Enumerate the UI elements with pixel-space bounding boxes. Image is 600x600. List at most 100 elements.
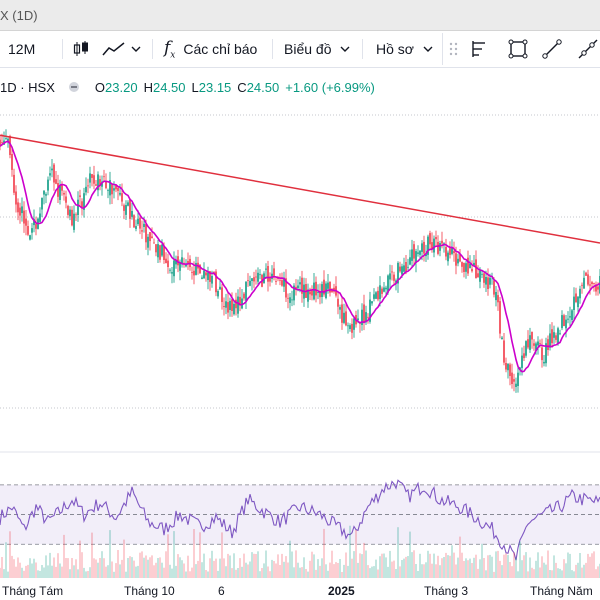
candle-body bbox=[187, 261, 189, 264]
volume-bar bbox=[47, 565, 49, 578]
ma-line bbox=[0, 140, 600, 373]
candle-body bbox=[181, 257, 183, 264]
candle-body bbox=[43, 190, 45, 195]
volume-bar bbox=[513, 552, 515, 578]
volume-bar bbox=[153, 565, 155, 578]
interval-selector[interactable]: 12M bbox=[8, 31, 35, 67]
candle-body bbox=[111, 183, 113, 195]
candle-body bbox=[81, 201, 83, 207]
candle-body bbox=[379, 285, 381, 299]
volume-bar bbox=[235, 569, 237, 578]
line-chart-icon bbox=[102, 42, 125, 56]
candle-body bbox=[557, 328, 559, 345]
candles-type-button[interactable] bbox=[72, 31, 90, 67]
volume-bar bbox=[33, 558, 35, 578]
candle-body bbox=[319, 292, 321, 298]
chart-type-dropdown[interactable] bbox=[130, 31, 142, 67]
ray-line-icon[interactable] bbox=[577, 38, 599, 60]
volume-bar bbox=[289, 540, 291, 578]
candle-body bbox=[341, 304, 343, 323]
volume-bar bbox=[471, 563, 473, 578]
candle-body bbox=[513, 379, 515, 382]
candle-body bbox=[547, 339, 549, 350]
volume-bar bbox=[203, 553, 205, 578]
volume-bar bbox=[61, 566, 63, 578]
volume-bar bbox=[223, 558, 225, 578]
candle-body bbox=[581, 284, 583, 286]
candle-body bbox=[51, 168, 53, 171]
price-chart[interactable] bbox=[0, 0, 600, 584]
candle-body bbox=[369, 299, 371, 322]
candle-body bbox=[97, 174, 99, 191]
volume-bar bbox=[361, 554, 363, 578]
volume-bar bbox=[171, 568, 173, 578]
volume-bar bbox=[279, 565, 281, 578]
volume-bar bbox=[255, 554, 257, 578]
volume-bar bbox=[313, 554, 315, 578]
volume-bar bbox=[295, 550, 297, 578]
volume-bar bbox=[293, 567, 295, 578]
volume-bar bbox=[119, 564, 121, 578]
candle-body bbox=[0, 139, 1, 147]
volume-bar bbox=[595, 569, 597, 578]
volume-bar bbox=[479, 559, 481, 578]
candle-body bbox=[307, 289, 309, 302]
x-axis-label: 6 bbox=[218, 584, 225, 598]
volume-bar bbox=[485, 570, 487, 578]
chart-style-button[interactable]: Biểu đồ bbox=[284, 31, 351, 67]
volume-bar bbox=[351, 558, 353, 578]
volume-bar bbox=[183, 563, 185, 578]
candle-body bbox=[323, 279, 325, 295]
volume-bar bbox=[409, 531, 411, 578]
volume-bar bbox=[315, 569, 317, 578]
volume-bar bbox=[341, 572, 343, 578]
hide-series-icon[interactable] bbox=[68, 82, 79, 92]
drawing-toolbar bbox=[442, 33, 600, 65]
profile-button[interactable]: Hồ sơ bbox=[376, 31, 434, 67]
drag-handle-icon[interactable] bbox=[449, 41, 459, 57]
candle-body bbox=[539, 343, 541, 344]
candle-body bbox=[579, 288, 581, 299]
candle-body bbox=[11, 154, 13, 170]
candle-body bbox=[117, 187, 119, 191]
volume-bar bbox=[193, 529, 195, 578]
candle-body bbox=[5, 138, 7, 139]
trend-line-icon[interactable] bbox=[541, 38, 563, 60]
volume-bar bbox=[63, 534, 65, 578]
chart-gridlines bbox=[0, 114, 600, 453]
low-label: L bbox=[191, 79, 199, 95]
volume-bar bbox=[597, 566, 599, 578]
volume-bar bbox=[117, 550, 119, 578]
volume-bar bbox=[555, 562, 557, 578]
volume-bar bbox=[39, 570, 41, 578]
volume-bar bbox=[403, 558, 405, 578]
volume-bar bbox=[389, 550, 391, 578]
candle-body bbox=[9, 136, 11, 155]
volume-bar bbox=[201, 562, 203, 578]
candle-body bbox=[141, 230, 143, 232]
volume-bar bbox=[455, 564, 457, 578]
candle-body bbox=[209, 271, 211, 282]
indicators-button[interactable]: fx Các chỉ báo bbox=[164, 31, 257, 67]
volume-bar bbox=[557, 568, 559, 578]
chevron-down-icon bbox=[340, 46, 350, 52]
volume-bar bbox=[567, 552, 569, 578]
volume-bar bbox=[261, 568, 263, 578]
candle-body bbox=[131, 211, 133, 217]
volume-bar bbox=[253, 553, 255, 578]
volume-bar bbox=[221, 532, 223, 578]
volume-bar bbox=[393, 560, 395, 578]
rectangle-icon[interactable] bbox=[507, 38, 529, 60]
line-type-button[interactable] bbox=[102, 31, 126, 67]
volume-bar bbox=[13, 559, 15, 578]
volume-bar bbox=[585, 562, 587, 578]
candle-body bbox=[185, 264, 187, 267]
volume-bar bbox=[209, 558, 211, 578]
high-label: H bbox=[143, 79, 153, 95]
fib-levels-icon[interactable] bbox=[469, 39, 489, 59]
trendline-drawing[interactable] bbox=[0, 134, 600, 244]
volume-bar bbox=[99, 558, 101, 578]
open-value: 23.20 bbox=[105, 79, 138, 95]
candle-body bbox=[329, 281, 331, 293]
candle-body bbox=[477, 273, 479, 278]
